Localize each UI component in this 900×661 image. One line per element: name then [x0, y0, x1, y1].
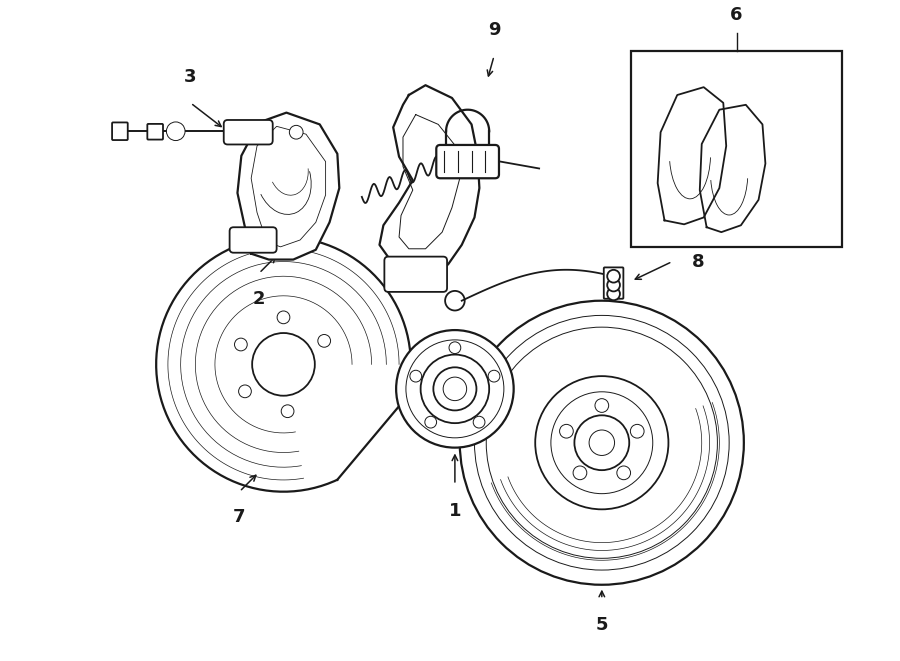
Circle shape — [252, 333, 315, 396]
Circle shape — [433, 368, 476, 410]
Circle shape — [420, 354, 490, 423]
Circle shape — [425, 416, 436, 428]
Polygon shape — [380, 85, 480, 278]
Circle shape — [590, 430, 615, 455]
FancyBboxPatch shape — [604, 268, 624, 299]
Polygon shape — [238, 112, 339, 260]
FancyBboxPatch shape — [112, 122, 128, 140]
Text: 3: 3 — [184, 68, 197, 86]
Circle shape — [608, 270, 620, 283]
Polygon shape — [156, 237, 410, 492]
Text: 5: 5 — [596, 616, 608, 634]
Circle shape — [630, 424, 644, 438]
Circle shape — [573, 466, 587, 480]
Circle shape — [608, 288, 620, 300]
Circle shape — [473, 416, 485, 428]
Text: 9: 9 — [488, 21, 500, 39]
Polygon shape — [700, 105, 765, 232]
Circle shape — [608, 279, 620, 292]
Circle shape — [396, 330, 514, 447]
Text: 8: 8 — [692, 253, 705, 270]
Circle shape — [277, 311, 290, 324]
Circle shape — [446, 291, 464, 311]
FancyBboxPatch shape — [384, 256, 447, 292]
Circle shape — [290, 126, 303, 139]
Circle shape — [574, 415, 629, 470]
Bar — [631, 51, 842, 247]
Circle shape — [235, 338, 248, 351]
FancyBboxPatch shape — [436, 145, 499, 178]
Circle shape — [449, 342, 461, 354]
Circle shape — [406, 340, 504, 438]
Circle shape — [616, 466, 631, 480]
Circle shape — [281, 405, 294, 418]
Circle shape — [536, 376, 669, 510]
FancyBboxPatch shape — [230, 227, 276, 253]
Circle shape — [595, 399, 608, 412]
FancyBboxPatch shape — [224, 120, 273, 145]
Circle shape — [488, 370, 500, 382]
FancyBboxPatch shape — [148, 124, 163, 139]
Text: 4: 4 — [423, 248, 436, 266]
Text: 6: 6 — [730, 5, 742, 24]
Text: 1: 1 — [448, 502, 461, 520]
Circle shape — [166, 122, 185, 141]
Circle shape — [318, 334, 330, 347]
Text: 7: 7 — [233, 508, 246, 526]
Polygon shape — [658, 87, 726, 224]
Circle shape — [460, 301, 744, 585]
Text: 2: 2 — [253, 290, 266, 308]
Circle shape — [560, 424, 573, 438]
Circle shape — [443, 377, 467, 401]
Circle shape — [238, 385, 251, 398]
Circle shape — [551, 392, 652, 494]
Circle shape — [410, 370, 421, 382]
